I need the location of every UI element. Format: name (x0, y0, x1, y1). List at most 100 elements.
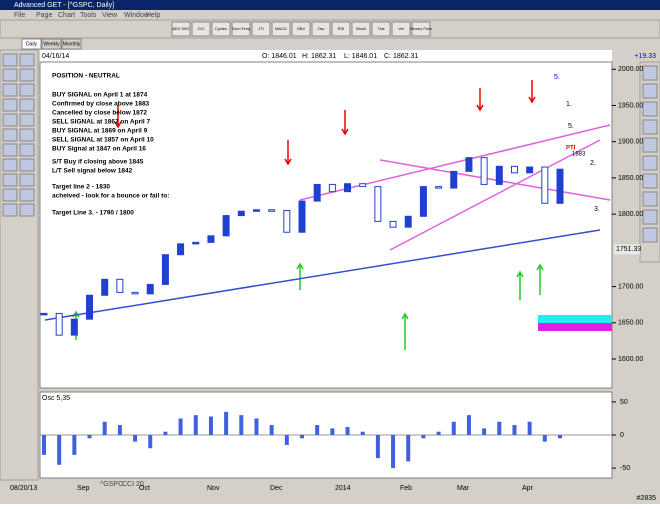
y-tick-label: 1900.00 (618, 139, 643, 146)
price-bar (298, 200, 306, 233)
menu-item[interactable]: View (102, 12, 118, 19)
price-bar (146, 283, 154, 295)
tool-icon[interactable] (642, 191, 658, 207)
tool-icon[interactable] (642, 173, 658, 189)
toolbar-button[interactable] (391, 21, 411, 37)
toolbar-button[interactable] (291, 21, 311, 37)
pti-value: 1883 (572, 152, 586, 158)
toolbar-label: Vol (398, 26, 404, 31)
osc-bar (117, 425, 122, 435)
tab-label: Monthly (63, 41, 81, 47)
tool-icon[interactable] (19, 128, 35, 142)
price-bar (192, 241, 200, 245)
annotation: BUY Signal at 1847 on April 16 (52, 146, 146, 153)
wave-label: 3. (594, 206, 600, 213)
menu-item[interactable]: Page (36, 12, 52, 19)
tool-icon[interactable] (642, 101, 658, 117)
level-box (614, 244, 640, 255)
tool-icon[interactable] (19, 98, 35, 112)
tab[interactable] (21, 38, 42, 50)
tool-icon[interactable] (642, 137, 658, 153)
tool-icon[interactable] (19, 83, 35, 97)
tab[interactable] (61, 38, 82, 50)
bottom-tab[interactable]: CCI 20 (122, 481, 144, 488)
toolbar-label: MACD (275, 26, 287, 31)
osc-bar (239, 415, 244, 435)
tool-icon[interactable] (2, 173, 18, 187)
tool-icon[interactable] (2, 143, 18, 157)
tool-icon[interactable] (2, 128, 18, 142)
tool-icon[interactable] (19, 158, 35, 172)
tool-icon[interactable] (2, 98, 18, 112)
tool-icon[interactable] (19, 173, 35, 187)
tool-icon[interactable] (642, 227, 658, 243)
toolbar-button[interactable] (311, 21, 331, 37)
price-bar (313, 183, 321, 202)
toolbar-button[interactable] (171, 21, 191, 37)
tool-icon[interactable] (642, 83, 658, 99)
tool-icon[interactable] (19, 53, 35, 67)
tab[interactable] (41, 38, 62, 50)
price-bar (328, 183, 336, 193)
tool-icon[interactable] (642, 209, 658, 225)
osc-tick-label: 0 (620, 432, 624, 439)
target-box (538, 315, 612, 323)
y-tick-label: 2000.00 (618, 66, 643, 73)
tool-icon[interactable] (19, 203, 35, 217)
osc-bar (87, 435, 92, 439)
buy-arrow (296, 262, 304, 290)
osc-bar (542, 435, 547, 442)
tool-icon[interactable] (642, 65, 658, 81)
toolbar-button[interactable] (331, 21, 351, 37)
tool-icon[interactable] (2, 158, 18, 172)
tool-icon[interactable] (19, 113, 35, 127)
header-low: L: 1846.01 (344, 53, 377, 60)
pti-label: PTI (566, 146, 576, 152)
price-bar (450, 170, 458, 189)
tool-icon[interactable] (642, 155, 658, 171)
tool-icon[interactable] (2, 113, 18, 127)
osc-bar (466, 415, 471, 435)
toolbar-button[interactable] (271, 21, 291, 37)
toolbar-button[interactable] (351, 21, 371, 37)
toolbar-button[interactable] (211, 21, 231, 37)
tool-icon[interactable] (19, 68, 35, 82)
price-bar (70, 318, 78, 336)
tool-icon[interactable] (2, 188, 18, 202)
header-high: H: 1862.31 (302, 53, 336, 60)
menu-item[interactable]: Help (146, 12, 161, 19)
toolbar-button[interactable] (231, 21, 251, 37)
sell-arrow (476, 88, 484, 112)
price-bar (435, 186, 443, 189)
toolbar-button[interactable] (191, 21, 211, 37)
bottom-tab[interactable]: ^GSPC (100, 481, 123, 488)
buy-arrow (536, 263, 544, 295)
sell-arrow (284, 140, 292, 166)
tool-icon[interactable] (642, 119, 658, 135)
tool-icon[interactable] (19, 188, 35, 202)
tool-icon[interactable] (2, 68, 18, 82)
wave-label: 1. (566, 101, 572, 108)
tool-icon[interactable] (2, 83, 18, 97)
price-bar (510, 165, 518, 174)
toolbar-button[interactable] (251, 21, 271, 37)
menu-item[interactable]: Tools (80, 12, 97, 19)
tool-icon[interactable] (2, 203, 18, 217)
tool-icon[interactable] (2, 53, 18, 67)
menu-item[interactable]: Chart (58, 12, 75, 19)
price-bar (526, 166, 534, 174)
menu-item[interactable]: File (14, 12, 25, 19)
tool-icon[interactable] (19, 143, 35, 157)
price-bar (207, 235, 215, 243)
x-tick-label: Dec (270, 485, 283, 492)
osc-bar (527, 421, 532, 435)
annotation: Target line 2 - 1830 (52, 184, 110, 191)
toolbar-label: CCI (198, 26, 205, 31)
toolbar-button[interactable] (371, 21, 391, 37)
price-bar (465, 157, 473, 172)
osc-bar (178, 418, 183, 435)
toolbar-button[interactable] (411, 21, 431, 37)
toolbar-label: Dom Freq (232, 26, 250, 31)
annotation: POSITION - NEUTRAL (52, 73, 120, 80)
menu-item[interactable]: Window (124, 12, 150, 19)
